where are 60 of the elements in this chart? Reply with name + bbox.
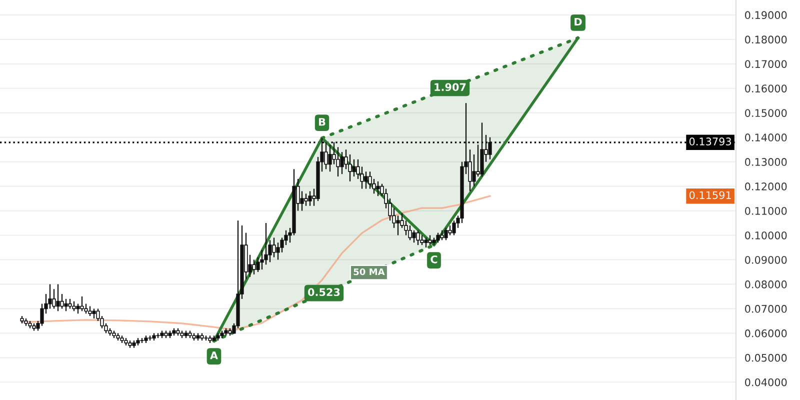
candlestick [436, 232, 440, 244]
candlestick [364, 171, 368, 190]
candlestick [420, 234, 424, 246]
candlestick [252, 259, 256, 275]
y-tick-label: 0.09000 [745, 256, 787, 264]
y-tick-label: 0.16000 [745, 84, 787, 92]
y-tick-label: 0.19000 [745, 11, 787, 20]
candlestick [308, 190, 312, 206]
ref-line-label: 0.13793 [689, 138, 731, 146]
candlestick [412, 230, 416, 244]
candlestick [440, 230, 444, 241]
data-label: D [574, 18, 582, 26]
y-tick-label: 0.06000 [745, 329, 787, 338]
data-label: B [318, 118, 326, 126]
y-tick-label: 0.12000 [745, 182, 787, 190]
candlestick [428, 234, 432, 246]
candlestick [328, 144, 332, 172]
candlestick [444, 227, 448, 241]
text: 50 MA [354, 268, 385, 276]
candlestick [304, 193, 308, 206]
y-tick-label: 0.18000 [745, 36, 787, 44]
y-tick-label: 0.17000 [745, 60, 787, 68]
candlestick [72, 300, 76, 312]
annotation: 1.907 [434, 83, 466, 92]
y-tick-label: 0.05000 [745, 354, 787, 362]
data-label: A [210, 352, 218, 360]
y-tick-label: 0.10000 [745, 231, 787, 240]
y-tick-label: 0.15000 [745, 109, 787, 117]
candlestick [64, 298, 68, 312]
candlestick [448, 224, 452, 236]
y-tick-label: 0.04000 [745, 378, 787, 386]
candlestick [352, 158, 356, 178]
candlestick [408, 224, 412, 241]
candlestick [368, 171, 372, 190]
candlestick [48, 284, 52, 310]
candlestick [324, 142, 328, 170]
candlestick [348, 154, 352, 182]
candlestick [60, 293, 64, 310]
y-tick-label: 0.08000 [745, 280, 787, 288]
candlestick [264, 222, 268, 266]
candlestick [76, 303, 80, 314]
candlestick [88, 306, 92, 317]
candlestick [56, 284, 60, 312]
annotation: 0.11591 [689, 191, 731, 200]
candlestick [80, 296, 84, 312]
data-label: C [430, 255, 438, 264]
candlestick [424, 237, 428, 248]
candlestick [488, 136, 492, 160]
candlestick [340, 151, 344, 175]
y-tick-label: 0.13000 [745, 158, 787, 166]
y-tick-label: 0.07000 [745, 304, 787, 313]
candlestick [396, 215, 400, 236]
y-tick-label: 0.11000 [745, 207, 787, 215]
candlestick [272, 237, 276, 258]
y-tick-label: 0.14000 [745, 134, 787, 142]
annotation: 0.523 [308, 288, 340, 296]
candlestick [92, 308, 96, 320]
candlestick [416, 230, 420, 246]
candlestick [376, 180, 380, 197]
candlestick [68, 298, 72, 310]
